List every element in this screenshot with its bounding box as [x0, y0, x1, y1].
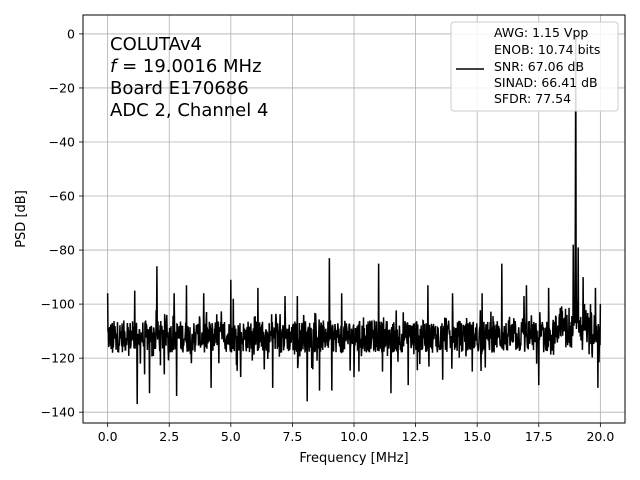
annotation-line-4: ADC 2, Channel 4 [110, 100, 268, 121]
annotation-line-3: Board E170686 [110, 78, 249, 99]
psd-series-line [106, 33, 602, 405]
annotation-line-2: f = 19.0016 MHz [110, 56, 262, 77]
legend-entry-enob: ENOB: 10.74 bits [494, 42, 600, 57]
x-tick-label: 10.0 [340, 429, 368, 444]
x-tick-label: 12.5 [402, 429, 430, 444]
legend-box [450, 21, 619, 112]
y-tick-label: −60 [49, 189, 75, 204]
x-axis-ticks: 0.0 2.5 5.0 7.5 10.0 12.5 15.0 17.5 20.0 [98, 423, 614, 444]
x-tick-label: 2.5 [159, 429, 179, 444]
legend-entry-snr: SNR: 67.06 dB [494, 59, 584, 74]
y-tick-label: −20 [49, 80, 75, 95]
annotation-box: COLUTAv4 f = 19.0016 MHz Board E170686 A… [110, 34, 268, 121]
x-tick-label: 20.0 [586, 429, 614, 444]
y-tick-label: −100 [41, 297, 75, 312]
legend-entry-sinad: SINAD: 66.41 dB [494, 75, 598, 90]
y-axis-ticks: 0 −20 −40 −60 −80 −100 −120 −140 [41, 26, 83, 420]
y-tick-label: −80 [49, 243, 75, 258]
x-tick-label: 5.0 [221, 429, 241, 444]
y-tick-label: −120 [41, 351, 75, 366]
x-tick-label: 0.0 [98, 429, 118, 444]
annotation-freq-value: = 19.0016 MHz [116, 56, 261, 77]
legend-entry-sfdr: SFDR: 77.54 [494, 91, 571, 106]
y-tick-label: −140 [41, 405, 75, 420]
legend-entry-awg: AWG: 1.15 Vpp [494, 25, 588, 40]
psd-trace [106, 33, 602, 405]
x-tick-label: 7.5 [282, 429, 302, 444]
x-tick-label: 15.0 [463, 429, 491, 444]
y-tick-label: −40 [49, 134, 75, 149]
legend: AWG: 1.15 Vpp ENOB: 10.74 bits SNR: 67.0… [450, 21, 619, 112]
annotation-freq-symbol: f [110, 56, 119, 77]
annotation-line-1: COLUTAv4 [110, 34, 202, 55]
x-axis-label: Frequency [MHz] [299, 451, 408, 466]
x-tick-label: 17.5 [525, 429, 553, 444]
y-tick-label: 0 [67, 26, 75, 41]
y-axis-label: PSD [dB] [14, 190, 29, 248]
